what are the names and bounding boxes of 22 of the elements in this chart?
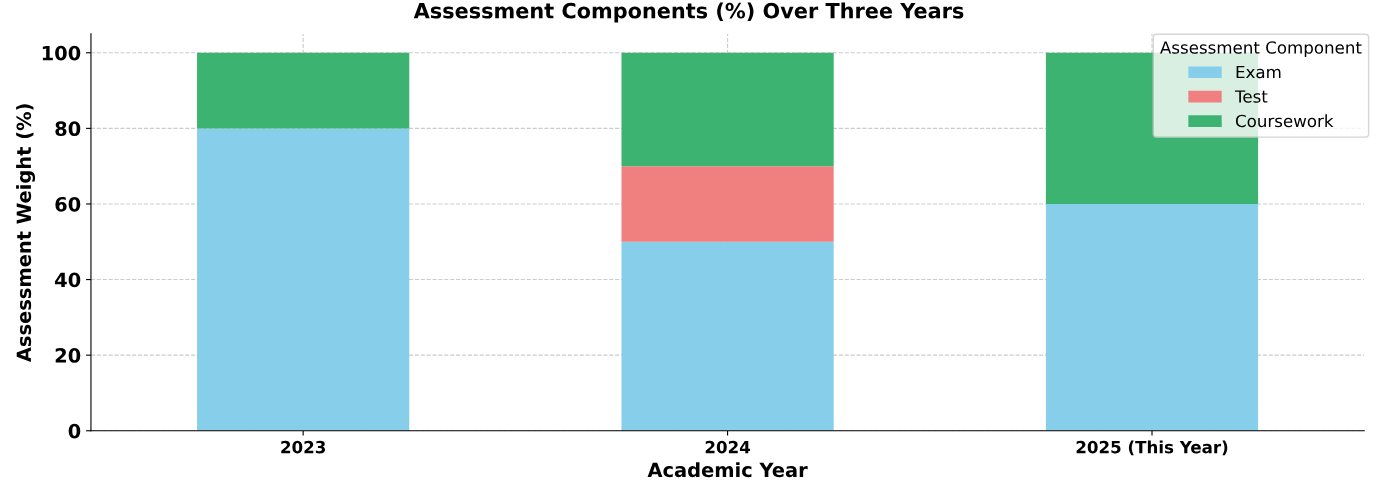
- bar: [1045, 203, 1259, 431]
- bar: [621, 241, 834, 431]
- x-tick-label: 2025 (This Year): [1076, 440, 1228, 456]
- legend-label: Exam: [1236, 65, 1281, 79]
- legend-title: Assessment Component: [1160, 41, 1362, 58]
- y-axis-title: Assessment Weight (%): [16, 104, 36, 363]
- bar: [197, 128, 410, 431]
- chart-title: Assessment Components (%) Over Three Years: [413, 2, 964, 23]
- x-tick-label: 2023: [281, 440, 326, 454]
- legend-label: Test: [1234, 90, 1268, 103]
- y-tick-label: 100: [42, 45, 81, 61]
- x-tick-label: 2024: [705, 440, 751, 454]
- bar: [621, 52, 834, 167]
- bar: [197, 52, 410, 129]
- bar: [621, 166, 834, 242]
- y-tick-label: 20: [55, 348, 81, 363]
- legend-label: Coursework: [1235, 114, 1334, 128]
- x-axis-title: Academic Year: [647, 462, 808, 478]
- y-tick-label: 80: [55, 121, 81, 137]
- y-tick-label: 40: [55, 272, 81, 288]
- y-tick-label: 60: [55, 196, 81, 212]
- y-tick-label: 0: [68, 423, 81, 439]
